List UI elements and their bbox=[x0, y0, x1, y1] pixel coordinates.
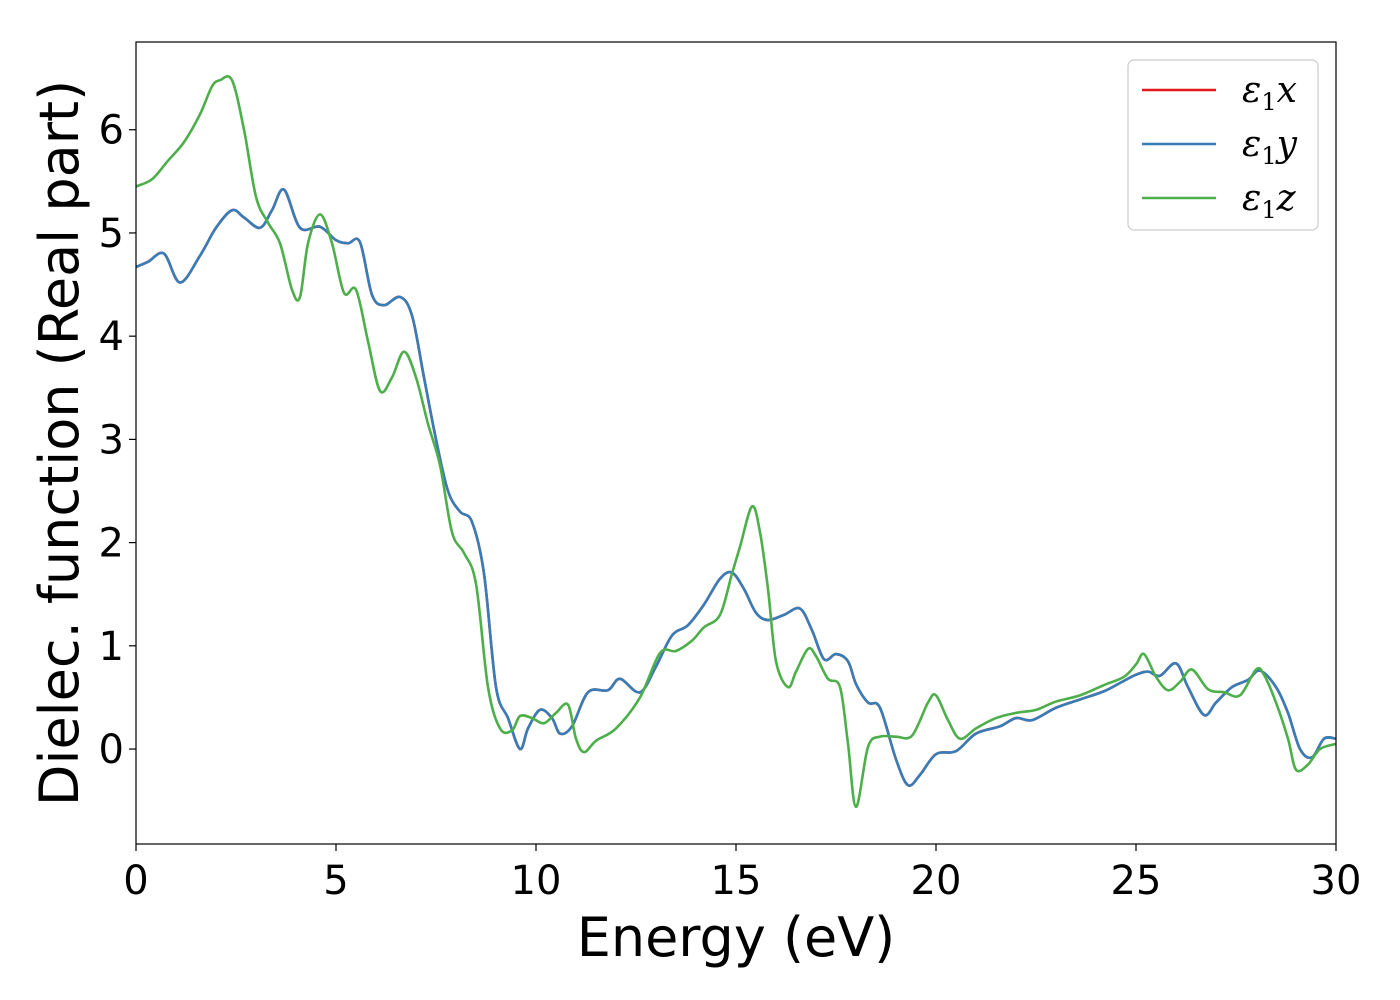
y-tick-label: 6 bbox=[99, 108, 124, 154]
y-tick-label: 3 bbox=[99, 417, 124, 463]
x-tick-label: 10 bbox=[511, 858, 562, 904]
x-tick-label: 25 bbox=[1111, 858, 1162, 904]
x-tick-label: 5 bbox=[323, 858, 348, 904]
legend-box bbox=[1127, 59, 1319, 231]
series-line-y bbox=[136, 188, 1336, 787]
series-line-x bbox=[136, 188, 1336, 787]
x-tick-label: 20 bbox=[911, 858, 962, 904]
y-tick-label: 4 bbox=[99, 314, 124, 360]
x-axis-label: Energy (eV) bbox=[577, 906, 896, 969]
series-line-z bbox=[136, 75, 1336, 809]
y-tick-label: 0 bbox=[99, 727, 124, 773]
legend-label-z: ε1z bbox=[1242, 178, 1297, 224]
y-axis: 0 1 2 3 4 5 6 bbox=[99, 108, 136, 773]
y-axis-label: Dielec. function (Real part) bbox=[28, 80, 91, 806]
x-axis: 0 5 10 15 20 25 30 bbox=[123, 844, 1361, 904]
plot-lines bbox=[136, 75, 1336, 809]
legend-label-y: ε1y bbox=[1242, 124, 1298, 170]
y-tick-label: 1 bbox=[99, 624, 124, 670]
x-tick-label: 15 bbox=[711, 858, 762, 904]
legend-label-x: ε1x bbox=[1242, 70, 1297, 116]
y-tick-label: 2 bbox=[99, 521, 124, 567]
y-tick-label: 5 bbox=[99, 211, 124, 257]
x-tick-label: 0 bbox=[123, 858, 148, 904]
x-tick-label: 30 bbox=[1311, 858, 1362, 904]
legend: ε1x ε1y ε1z bbox=[1127, 59, 1319, 231]
